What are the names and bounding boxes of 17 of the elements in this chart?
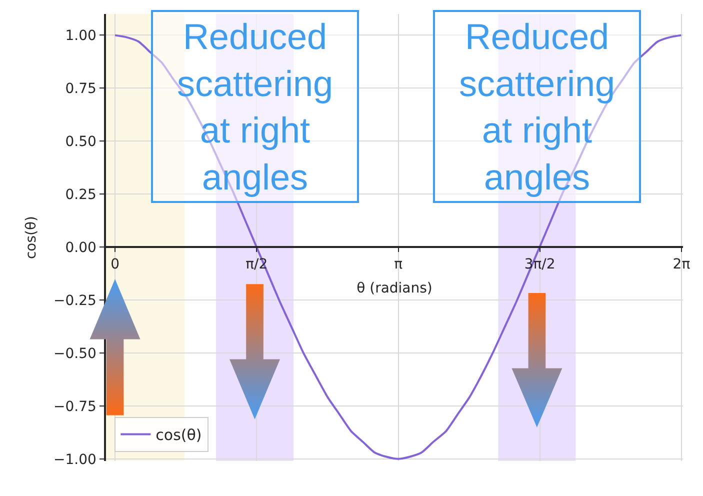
y-tick-label: −0.75 bbox=[54, 398, 96, 415]
band-label: Reduced scattering at right angles bbox=[176, 16, 334, 198]
y-tick-label: −1.00 bbox=[54, 452, 96, 468]
x-tick-label: π bbox=[394, 256, 404, 273]
y-tick-label: 0.50 bbox=[65, 134, 96, 150]
x-axis-title: θ (radians) bbox=[356, 280, 432, 296]
y-tick-label: 0.25 bbox=[65, 186, 96, 203]
legend-label: cos(θ) bbox=[156, 426, 202, 444]
y-tick-label: −0.25 bbox=[54, 292, 96, 309]
x-tick-label: 0 bbox=[110, 256, 120, 273]
y-tick-label: 1.00 bbox=[65, 28, 96, 44]
band-label: Reduced scattering at right angles bbox=[458, 16, 616, 198]
y-axis-title: cos(θ) bbox=[24, 216, 40, 260]
y-tick-label: −0.50 bbox=[54, 346, 96, 362]
y-tick-label: 0.75 bbox=[65, 81, 96, 98]
y-tick-label: 0.00 bbox=[65, 240, 96, 256]
x-tick-label: 2π bbox=[672, 256, 691, 273]
